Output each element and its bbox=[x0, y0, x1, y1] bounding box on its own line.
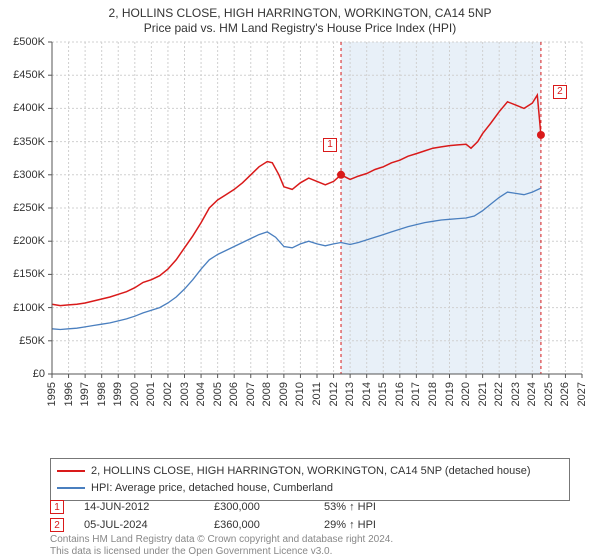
x-tick-label: 2024 bbox=[526, 382, 538, 406]
event-marker-icon: 2 bbox=[50, 518, 64, 532]
x-tick-label: 2005 bbox=[212, 382, 224, 406]
y-tick-label: £500K bbox=[0, 36, 45, 48]
y-tick-label: £400K bbox=[0, 102, 45, 114]
x-tick-label: 2025 bbox=[543, 382, 555, 406]
y-tick-label: £300K bbox=[0, 169, 45, 181]
event-row: 2 05-JUL-2024 £360,000 29% ↑ HPI bbox=[50, 516, 570, 534]
x-tick-label: 2018 bbox=[427, 382, 439, 406]
y-tick-label: £100K bbox=[0, 302, 45, 314]
footer-line1: Contains HM Land Registry data © Crown c… bbox=[50, 534, 393, 546]
x-tick-label: 2026 bbox=[559, 382, 571, 406]
x-tick-label: 2021 bbox=[477, 382, 489, 406]
x-tick-label: 2014 bbox=[361, 382, 373, 406]
x-tick-label: 1996 bbox=[63, 382, 75, 406]
x-tick-label: 2002 bbox=[162, 382, 174, 406]
chart-area: £0 £50K £100K £150K £200K £250K £300K £350K £400… bbox=[0, 40, 600, 420]
x-tick-label: 2013 bbox=[344, 382, 356, 406]
y-tick-label: £150K bbox=[0, 268, 45, 280]
page: 2, HOLLINS CLOSE, HIGH HARRINGTON, WORKI… bbox=[0, 0, 600, 560]
x-tick-label: 2007 bbox=[245, 382, 257, 406]
legend-swatch bbox=[57, 470, 85, 472]
x-tick-label: 1998 bbox=[96, 382, 108, 406]
x-tick-label: 2027 bbox=[576, 382, 588, 406]
legend-row: HPI: Average price, detached house, Cumb… bbox=[57, 480, 563, 497]
legend-label: 2, HOLLINS CLOSE, HIGH HARRINGTON, WORKI… bbox=[91, 463, 531, 480]
event-price: £300,000 bbox=[214, 501, 304, 513]
y-tick-label: £250K bbox=[0, 202, 45, 214]
chart-flag: 1 bbox=[323, 138, 337, 152]
legend-label: HPI: Average price, detached house, Cumb… bbox=[91, 480, 333, 497]
footer: Contains HM Land Registry data © Crown c… bbox=[50, 534, 393, 558]
chart-title-line1: 2, HOLLINS CLOSE, HIGH HARRINGTON, WORKI… bbox=[0, 6, 600, 21]
x-tick-label: 2003 bbox=[179, 382, 191, 406]
x-tick-label: 2006 bbox=[228, 382, 240, 406]
x-tick-label: 2008 bbox=[261, 382, 273, 406]
x-tick-label: 2004 bbox=[195, 382, 207, 406]
event-date: 14-JUN-2012 bbox=[84, 501, 194, 513]
chart-svg bbox=[0, 40, 600, 420]
x-tick-label: 1997 bbox=[79, 382, 91, 406]
x-tick-label: 2009 bbox=[278, 382, 290, 406]
y-tick-label: £450K bbox=[0, 69, 45, 81]
chart-flag: 2 bbox=[553, 85, 567, 99]
event-ratio: 29% ↑ HPI bbox=[324, 519, 434, 531]
x-tick-label: 2019 bbox=[444, 382, 456, 406]
x-tick-label: 2012 bbox=[328, 382, 340, 406]
y-tick-label: £0 bbox=[0, 368, 45, 380]
x-tick-label: 2000 bbox=[129, 382, 141, 406]
event-marker-icon: 1 bbox=[50, 500, 64, 514]
x-tick-label: 1999 bbox=[112, 382, 124, 406]
event-ratio: 53% ↑ HPI bbox=[324, 501, 434, 513]
x-tick-label: 2022 bbox=[493, 382, 505, 406]
y-tick-label: £200K bbox=[0, 235, 45, 247]
y-tick-label: £350K bbox=[0, 136, 45, 148]
chart-title-block: 2, HOLLINS CLOSE, HIGH HARRINGTON, WORKI… bbox=[0, 0, 600, 36]
events-block: 1 14-JUN-2012 £300,000 53% ↑ HPI 2 05-JU… bbox=[50, 498, 570, 534]
x-tick-label: 1995 bbox=[46, 382, 58, 406]
x-tick-label: 2016 bbox=[394, 382, 406, 406]
legend-swatch bbox=[57, 487, 85, 489]
x-tick-label: 2023 bbox=[510, 382, 522, 406]
legend: 2, HOLLINS CLOSE, HIGH HARRINGTON, WORKI… bbox=[50, 458, 570, 501]
legend-row: 2, HOLLINS CLOSE, HIGH HARRINGTON, WORKI… bbox=[57, 463, 563, 480]
y-tick-label: £50K bbox=[0, 335, 45, 347]
x-tick-label: 2011 bbox=[311, 382, 323, 406]
x-tick-label: 2001 bbox=[145, 382, 157, 406]
chart-title-line2: Price paid vs. HM Land Registry's House … bbox=[0, 21, 600, 36]
x-tick-label: 2017 bbox=[410, 382, 422, 406]
x-tick-label: 2015 bbox=[377, 382, 389, 406]
event-row: 1 14-JUN-2012 £300,000 53% ↑ HPI bbox=[50, 498, 570, 516]
x-tick-label: 2020 bbox=[460, 382, 472, 406]
footer-line2: This data is licensed under the Open Gov… bbox=[50, 546, 393, 558]
x-tick-label: 2010 bbox=[294, 382, 306, 406]
event-date: 05-JUL-2024 bbox=[84, 519, 194, 531]
event-price: £360,000 bbox=[214, 519, 304, 531]
